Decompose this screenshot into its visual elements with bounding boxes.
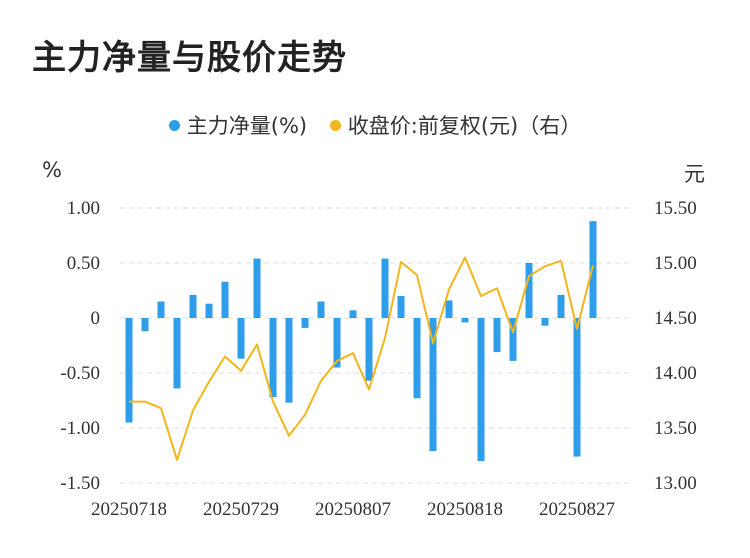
y-left-tick-label: -0.50 [60, 363, 100, 384]
y-right-tick-label: 15.50 [654, 198, 697, 219]
bar [205, 303, 213, 318]
bar [157, 301, 165, 318]
x-tick-label: 20250718 [91, 499, 167, 520]
y-left-tick-label: -1.00 [60, 418, 100, 439]
y-left-tick-label: 0 [91, 308, 101, 329]
bar [141, 318, 149, 332]
bar [413, 318, 421, 399]
y-right-tick-label: 15.00 [654, 253, 697, 274]
bar [493, 318, 501, 353]
legend-bar-marker [168, 120, 180, 131]
bar [173, 318, 181, 389]
bar [397, 296, 405, 318]
bar [237, 318, 245, 359]
bar [445, 300, 453, 318]
y-right-tick-label: 14.00 [654, 363, 697, 384]
legend-item-line[interactable]: 收盘价:前复权(元)（右） [329, 110, 582, 140]
x-tick-label: 20250827 [539, 499, 615, 520]
chart-title: 主力净量与股价走势 [32, 38, 347, 78]
y-right-tick-label: 13.50 [654, 418, 697, 439]
y-left-tick-label: -1.50 [60, 473, 100, 494]
bar [541, 318, 549, 326]
bar [221, 281, 229, 318]
bar [253, 258, 261, 318]
bar [301, 318, 309, 328]
bar [269, 318, 277, 398]
right-axis-unit: 元 [684, 162, 705, 186]
bar [557, 294, 565, 318]
y-left-tick-label: 0.50 [67, 253, 100, 274]
bar [589, 221, 597, 318]
legend-bar-label: 主力净量(%) [186, 114, 308, 138]
bar [317, 301, 325, 318]
chart-legend: 主力净量(%) 收盘价:前复权(元)（右） [0, 110, 750, 140]
x-tick-label: 20250818 [427, 499, 503, 520]
bar [125, 318, 133, 423]
bar [349, 310, 357, 318]
legend-item-bar[interactable]: 主力净量(%) [168, 110, 308, 140]
y-right-tick-label: 14.50 [654, 308, 697, 329]
left-axis-unit: % [42, 158, 62, 182]
bar [429, 318, 437, 452]
bar [477, 318, 485, 461]
x-tick-label: 20250807 [315, 499, 391, 520]
y-right-tick-label: 13.00 [654, 473, 697, 494]
bar [461, 318, 469, 323]
bar [525, 263, 533, 318]
bar [381, 258, 389, 318]
legend-line-label: 收盘价:前复权(元)（右） [347, 114, 582, 138]
x-tick-label: 20250729 [203, 499, 279, 520]
bar [189, 294, 197, 318]
legend-line-marker [329, 120, 341, 131]
bar [333, 318, 341, 368]
price-line [129, 256, 594, 461]
bar [285, 318, 293, 403]
y-left-tick-label: 1.00 [67, 198, 100, 219]
bar [365, 318, 373, 381]
bar [509, 318, 517, 361]
bar [573, 318, 581, 457]
